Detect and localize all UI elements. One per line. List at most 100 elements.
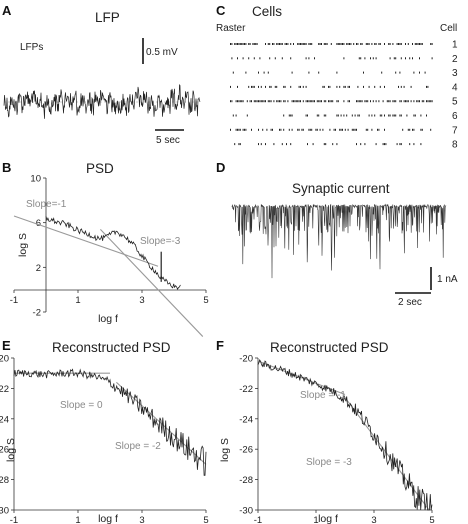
spike (290, 143, 292, 146)
spike (258, 85, 259, 88)
spike (315, 128, 317, 131)
spike (347, 100, 349, 103)
spike (311, 128, 313, 131)
x-tick-label: 1 (75, 295, 80, 306)
x-tick-label: 5 (203, 515, 208, 524)
spike (230, 128, 231, 131)
spike (385, 143, 387, 146)
panel-d: D Synaptic current 1 nA 2 sec (216, 160, 458, 308)
spike (374, 85, 376, 88)
spike (290, 114, 292, 117)
spike (301, 43, 303, 45)
spike (360, 100, 362, 103)
spike (269, 85, 271, 88)
spike (389, 57, 391, 60)
spike (302, 100, 304, 103)
spike (374, 43, 376, 45)
x-tick-label: -1 (10, 295, 18, 306)
spike (300, 85, 301, 88)
x-tick-label: 3 (139, 515, 144, 524)
raster-row-4 (230, 85, 429, 88)
spike (305, 43, 307, 45)
spike (263, 71, 265, 74)
spike (356, 128, 357, 131)
spike (286, 43, 287, 45)
spike (412, 43, 413, 45)
spike (232, 114, 234, 117)
spike (421, 100, 423, 103)
spike (339, 43, 341, 45)
spike (244, 43, 245, 45)
spike (318, 71, 320, 74)
spike (384, 114, 385, 117)
y-tick-label: -26 (239, 445, 253, 456)
spike (344, 128, 346, 131)
x-tick-label: 5 (203, 295, 208, 306)
spike (258, 71, 259, 74)
spike (426, 100, 427, 103)
spike (398, 85, 399, 88)
spike (290, 85, 292, 88)
spike (293, 43, 294, 45)
spike (381, 71, 383, 74)
spike (280, 100, 282, 103)
spike (381, 114, 383, 117)
spike (322, 128, 324, 131)
spike (358, 57, 360, 60)
y-tick-label: -20 (239, 354, 253, 365)
spike (230, 43, 231, 45)
spike (347, 43, 349, 45)
spike (251, 85, 252, 88)
spike (304, 43, 306, 45)
spike (241, 100, 243, 103)
spike (420, 143, 422, 146)
cell-number: 6 (452, 111, 458, 122)
y-tick-label: -24 (239, 414, 253, 425)
spike (232, 71, 234, 74)
x-tick-label: -1 (254, 515, 262, 524)
spike (347, 85, 349, 88)
spike (329, 100, 331, 103)
spike (274, 57, 276, 60)
spike (259, 57, 261, 60)
spike (342, 128, 343, 131)
y-tick-label: -20 (0, 354, 9, 365)
y-axis-label: log S (17, 233, 29, 257)
spike (328, 100, 329, 103)
spike (340, 43, 342, 45)
slope-annotation: Slope=-1 (26, 199, 67, 210)
spike (378, 128, 380, 131)
spike (242, 43, 244, 45)
panel-f-title: Reconstructed PSD (270, 340, 389, 355)
cell-number: 5 (452, 97, 458, 108)
spike (258, 143, 259, 146)
spike (336, 100, 338, 103)
spike (281, 143, 283, 146)
spike (393, 100, 395, 103)
spike (235, 100, 237, 103)
cell-number: 7 (452, 125, 458, 136)
spike (431, 100, 433, 103)
spike (308, 43, 310, 45)
spike (343, 100, 345, 103)
panel-c-letter: C (216, 3, 226, 18)
panel-c: C Cells Raster Cell 1 2 3 4 5 6 7 8 (216, 3, 458, 151)
spike (357, 100, 359, 103)
panel-d-vertical-scale-label: 1 nA (437, 274, 458, 285)
spike (311, 43, 313, 45)
spike (231, 43, 233, 45)
spike (269, 100, 271, 103)
spike (333, 128, 335, 131)
psd-series-line (13, 368, 207, 476)
spike (297, 43, 299, 45)
spike (336, 85, 338, 88)
y-axis-label: log S (219, 438, 231, 462)
spike (283, 114, 285, 117)
panel-a-trace-label: LFPs (20, 42, 43, 53)
x-axis-label: log f (98, 313, 118, 325)
spike (416, 100, 418, 103)
spike (403, 85, 405, 88)
spike (371, 43, 373, 45)
spike (330, 100, 332, 103)
spike (309, 43, 311, 45)
